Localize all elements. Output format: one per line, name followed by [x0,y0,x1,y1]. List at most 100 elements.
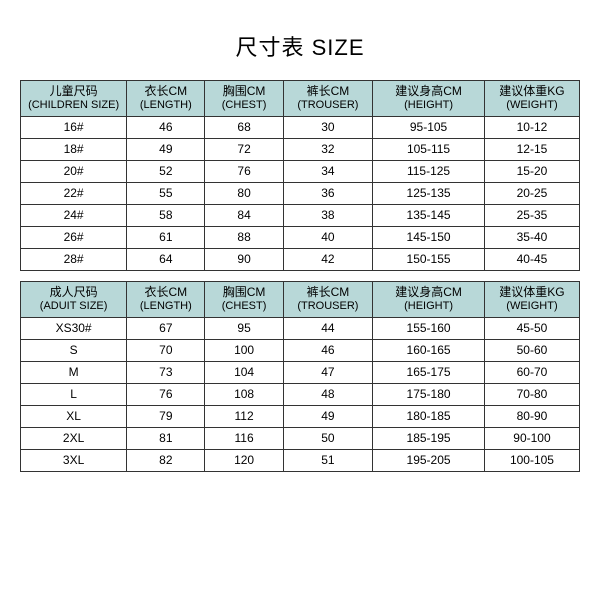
table-cell: 61 [127,226,205,248]
col-en: (CHEST) [207,300,280,314]
table-cell: 55 [127,182,205,204]
table-cell: 90-100 [484,427,579,449]
col-header: 建议体重KG(WEIGHT) [484,81,579,117]
table-cell: 20-25 [484,182,579,204]
table-cell: 40 [283,226,372,248]
table-cell: 34 [283,160,372,182]
table-row: L7610848175-18070-80 [21,383,580,405]
col-cn: 儿童尺码 [50,84,98,98]
table-cell: 36 [283,182,372,204]
table-cell: 47 [283,361,372,383]
col-header: 裤长CM(TROUSER) [283,281,372,317]
table-cell: 49 [283,405,372,427]
col-cn: 建议身高CM [395,84,462,98]
table-cell: 45-50 [484,317,579,339]
col-cn: 成人尺码 [50,285,98,299]
col-header: 衣长CM(LENGTH) [127,281,205,317]
table-cell: 3XL [21,449,127,471]
col-cn: 裤长CM [307,84,350,98]
adult-size-table: 成人尺码(ADUIT SIZE) 衣长CM(LENGTH) 胸围CM(CHEST… [20,281,580,472]
table-cell: 120 [205,449,283,471]
table-cell: 95 [205,317,283,339]
table-cell: 70 [127,339,205,361]
table-cell: 60-70 [484,361,579,383]
table-cell: 90 [205,248,283,270]
table-cell: 150-155 [373,248,485,270]
col-cn: 建议体重KG [499,84,564,98]
col-en: (TROUSER) [286,300,370,314]
table-cell: 105-115 [373,138,485,160]
col-header: 衣长CM(LENGTH) [127,81,205,117]
table-cell: 82 [127,449,205,471]
col-en: (WEIGHT) [487,99,577,113]
table-cell: 67 [127,317,205,339]
table-row: 3XL8212051195-205100-105 [21,449,580,471]
col-header: 胸围CM(CHEST) [205,81,283,117]
table-cell: 49 [127,138,205,160]
table-cell: 25-35 [484,204,579,226]
table-cell: 100 [205,339,283,361]
col-cn: 裤长CM [307,285,350,299]
table-cell: 116 [205,427,283,449]
table-cell: M [21,361,127,383]
col-header: 建议体重KG(WEIGHT) [484,281,579,317]
table-cell: 2XL [21,427,127,449]
table-cell: 108 [205,383,283,405]
col-en: (HEIGHT) [375,300,482,314]
col-en: (TROUSER) [286,99,370,113]
table-cell: 73 [127,361,205,383]
table-cell: 46 [283,339,372,361]
table-cell: 80 [205,182,283,204]
table-cell: 40-45 [484,248,579,270]
table-cell: 160-165 [373,339,485,361]
table-cell: 48 [283,383,372,405]
col-en: (LENGTH) [129,300,202,314]
table-cell: S [21,339,127,361]
table-cell: 15-20 [484,160,579,182]
table-cell: 165-175 [373,361,485,383]
table-cell: 72 [205,138,283,160]
table-cell: 52 [127,160,205,182]
table-row: XS30#679544155-16045-50 [21,317,580,339]
table-cell: 115-125 [373,160,485,182]
children-size-table: 儿童尺码(CHILDREN SIZE) 衣长CM(LENGTH) 胸围CM(CH… [20,80,580,271]
table-cell: 44 [283,317,372,339]
table-cell: 185-195 [373,427,485,449]
table-row: M7310447165-17560-70 [21,361,580,383]
table-row: 16#46683095-10510-12 [21,116,580,138]
table-row: 28#649042150-15540-45 [21,248,580,270]
col-header: 成人尺码(ADUIT SIZE) [21,281,127,317]
table-cell: 32 [283,138,372,160]
table-cell: 12-15 [484,138,579,160]
col-header: 胸围CM(CHEST) [205,281,283,317]
table-row: 2XL8111650185-19590-100 [21,427,580,449]
table-cell: 195-205 [373,449,485,471]
children-rows: 16#46683095-10510-1218#497232105-11512-1… [21,116,580,270]
col-header: 裤长CM(TROUSER) [283,81,372,117]
table-row: 26#618840145-15035-40 [21,226,580,248]
table-row: 22#558036125-13520-25 [21,182,580,204]
table-cell: 100-105 [484,449,579,471]
table-cell: 88 [205,226,283,248]
col-cn: 建议体重KG [499,285,564,299]
table-cell: 28# [21,248,127,270]
table-cell: 76 [205,160,283,182]
col-cn: 胸围CM [223,285,266,299]
col-en: (CHEST) [207,99,280,113]
table-row: 20#527634115-12515-20 [21,160,580,182]
table-cell: 30 [283,116,372,138]
table-cell: 35-40 [484,226,579,248]
table-cell: 81 [127,427,205,449]
table-cell: 64 [127,248,205,270]
table-cell: 50 [283,427,372,449]
col-cn: 衣长CM [144,285,187,299]
table-cell: 24# [21,204,127,226]
table-cell: 16# [21,116,127,138]
table-cell: 125-135 [373,182,485,204]
table-cell: 155-160 [373,317,485,339]
table-cell: 104 [205,361,283,383]
col-en: (WEIGHT) [487,300,577,314]
table-cell: XS30# [21,317,127,339]
col-header: 建议身高CM(HEIGHT) [373,81,485,117]
table-cell: 58 [127,204,205,226]
